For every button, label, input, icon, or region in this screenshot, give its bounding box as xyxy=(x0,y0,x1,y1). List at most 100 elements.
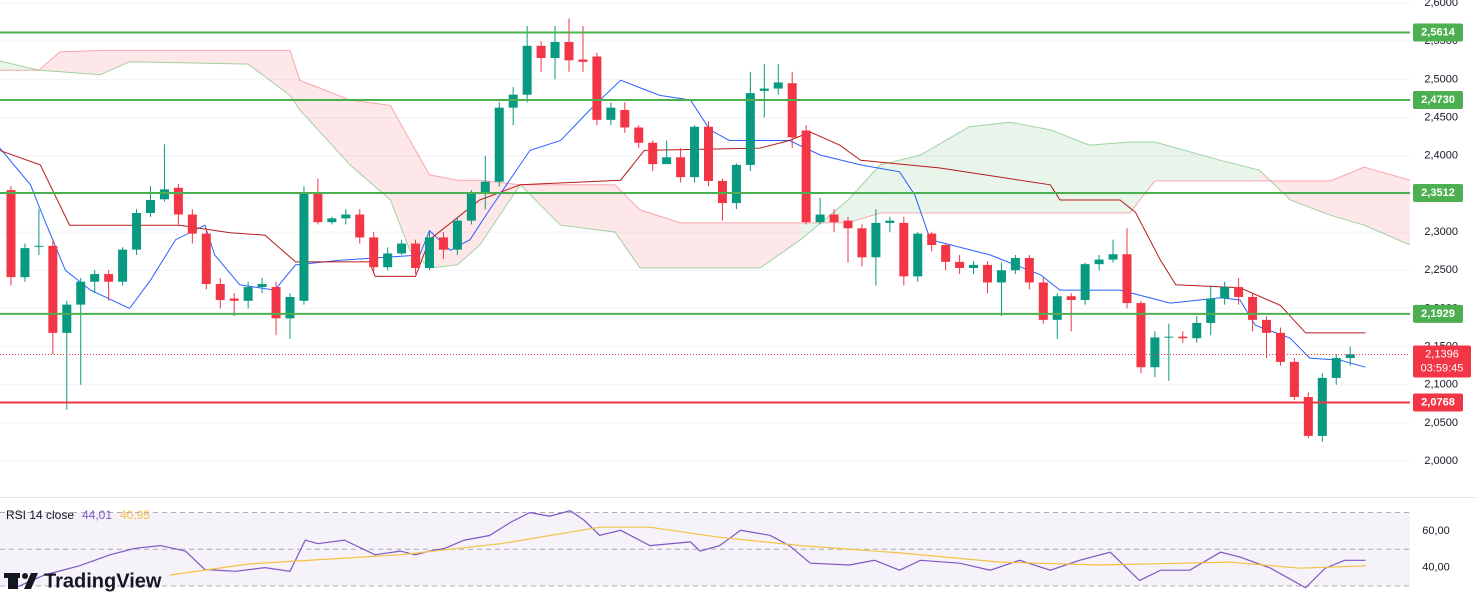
candle-body xyxy=(1248,296,1258,320)
candle-body xyxy=(466,193,476,221)
candle-body xyxy=(662,157,672,165)
candle-body xyxy=(1275,332,1285,362)
cloud-segment xyxy=(680,222,761,268)
candle-body xyxy=(913,233,923,277)
candle-body xyxy=(146,200,155,213)
candle-body xyxy=(201,233,211,284)
candle-body xyxy=(187,214,197,234)
candle-body xyxy=(927,233,937,246)
candle-body xyxy=(1024,258,1034,283)
cloud-segment xyxy=(409,140,430,268)
indicator-line xyxy=(0,131,1366,334)
cloud-segment xyxy=(290,50,300,110)
candle-body xyxy=(899,222,909,277)
candle-body xyxy=(843,220,853,229)
candle-body xyxy=(690,126,700,178)
candle-body xyxy=(425,237,434,268)
cloud-segment xyxy=(1089,142,1130,213)
y-tick-label: 2,0500 xyxy=(1424,417,1458,429)
indicator-readout: 40,95 xyxy=(120,508,150,522)
candle-body xyxy=(20,248,30,278)
candle-body xyxy=(341,214,351,219)
candle-body xyxy=(522,45,532,95)
candle-body xyxy=(787,83,797,138)
cloud-segment xyxy=(129,50,249,65)
candle-body xyxy=(76,281,86,305)
cloud-segment xyxy=(640,209,681,268)
level-label-box xyxy=(1413,304,1463,323)
indicator-readout: 44,01 xyxy=(82,508,112,522)
candle-body xyxy=(550,41,560,59)
candle-body xyxy=(494,107,504,182)
level-label-box xyxy=(1413,393,1463,412)
logo xyxy=(4,573,38,589)
cloud-span-b xyxy=(0,49,1410,224)
candle-body xyxy=(1094,259,1104,265)
candle-body xyxy=(815,214,825,223)
candle-body xyxy=(885,220,895,223)
cloud-segment xyxy=(1009,122,1051,213)
y-tick-label: 2,0000 xyxy=(1424,455,1458,467)
candle-body xyxy=(313,192,323,223)
level-label: 2,3512 xyxy=(1421,187,1455,199)
candle-body xyxy=(1317,377,1327,436)
cloud-segment xyxy=(615,184,641,268)
cloud-segment xyxy=(1220,160,1260,181)
level-label: 2,5614 xyxy=(1421,26,1456,38)
candle-body xyxy=(1178,336,1188,339)
cloud-segment xyxy=(390,105,410,251)
y-tick-label: 2,6000 xyxy=(1424,0,1458,9)
countdown: 03:59:45 xyxy=(1421,362,1464,374)
candle-body xyxy=(452,220,462,250)
candle-body xyxy=(215,284,225,301)
candle-body xyxy=(1331,358,1341,378)
candle-body xyxy=(159,189,169,200)
candle-body xyxy=(1206,298,1216,323)
candle-body xyxy=(48,245,58,333)
level-label-box xyxy=(1413,91,1463,110)
y-tick-label: 2,5000 xyxy=(1424,73,1458,85)
candle-body xyxy=(648,142,658,165)
candle-body xyxy=(62,304,72,333)
cloud-segment xyxy=(760,222,801,268)
candle-body xyxy=(411,243,421,268)
candle-body xyxy=(104,274,114,282)
candle-body xyxy=(285,296,295,319)
cloud-segment xyxy=(248,50,290,96)
candle-body xyxy=(34,245,44,247)
candle-body xyxy=(90,274,100,282)
candle-body xyxy=(564,41,574,61)
candle-body xyxy=(1010,258,1020,271)
candle-body xyxy=(438,237,448,250)
candle-body xyxy=(983,264,992,283)
level-label: 2,0768 xyxy=(1421,396,1455,408)
candle-body xyxy=(996,270,1006,283)
y-tick-label: 60,00 xyxy=(1422,525,1450,537)
candle-body xyxy=(1080,264,1090,301)
level-label-box xyxy=(1413,183,1463,202)
candle-body xyxy=(1303,396,1313,436)
candle-body xyxy=(508,94,518,108)
candle-body xyxy=(6,190,16,278)
candle-body xyxy=(969,264,979,268)
cloud-segment xyxy=(429,174,458,268)
candle-body xyxy=(773,82,783,89)
candle-body xyxy=(480,181,490,194)
candle-body xyxy=(1038,282,1048,320)
candle-body xyxy=(173,187,183,215)
candle-body xyxy=(592,56,602,120)
candle-body xyxy=(271,287,281,319)
candle-body xyxy=(257,284,267,288)
cloud-segment xyxy=(560,184,616,233)
candle-body xyxy=(620,109,630,128)
candle-body xyxy=(1136,303,1146,368)
candle-body xyxy=(871,222,881,258)
level-label: 2,4730 xyxy=(1421,94,1455,106)
candle-body xyxy=(955,261,965,268)
indicator-title: RSI 14 close xyxy=(6,508,74,522)
candle-body xyxy=(857,228,867,258)
cloud-segment xyxy=(1154,142,1221,181)
cloud-segment xyxy=(1290,180,1331,216)
candle-body xyxy=(759,88,769,91)
